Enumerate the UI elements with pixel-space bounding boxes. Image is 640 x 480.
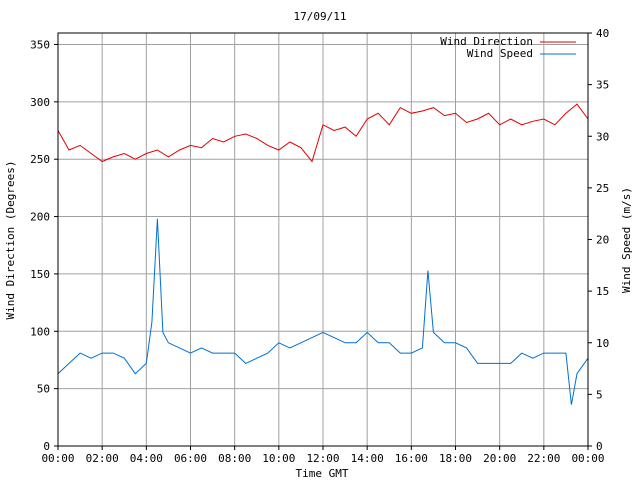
- plot-frame: [57, 32, 589, 447]
- series-lines: [57, 103, 589, 405]
- x-tick-label: 22:00: [527, 452, 560, 465]
- y-right-tick-label: 35: [596, 79, 609, 92]
- y-left-tick-label: 150: [30, 268, 50, 281]
- x-tick-label: 00:00: [41, 452, 74, 465]
- x-tick-label: 18:00: [439, 452, 472, 465]
- x-tick-label: 16:00: [395, 452, 428, 465]
- x-tick-label: 02:00: [86, 452, 119, 465]
- y-left-tick-label: 0: [43, 440, 50, 453]
- y-left-tick-label: 300: [30, 96, 50, 109]
- legend-label-direction: Wind Direction: [440, 35, 533, 48]
- y-left-tick-label: 200: [30, 211, 50, 224]
- chart-title: 17/09/11: [294, 10, 347, 23]
- legend: Wind Direction Wind Speed: [440, 35, 576, 60]
- x-tick-label: 14:00: [351, 452, 384, 465]
- x-tick-label: 12:00: [306, 452, 339, 465]
- x-tick-label: 06:00: [174, 452, 207, 465]
- legend-label-speed: Wind Speed: [467, 47, 533, 60]
- y-left-tick-label: 250: [30, 153, 50, 166]
- y-right-tick-label: 30: [596, 130, 609, 143]
- y-right-tick-label: 20: [596, 234, 609, 247]
- x-axis-label: Time GMT: [296, 467, 349, 480]
- y-left-tick-label: 350: [30, 38, 50, 51]
- y-left-tick-label: 50: [37, 383, 50, 396]
- y-right-tick-label: 10: [596, 337, 609, 350]
- x-tick-label: 00:00: [571, 452, 604, 465]
- y-right-tick-label: 15: [596, 285, 609, 298]
- grid: [58, 33, 588, 446]
- y-right-tick-label: 40: [596, 27, 609, 40]
- x-tick-label: 10:00: [262, 452, 295, 465]
- y-right-axis-label: Wind Speed (m/s): [620, 187, 633, 293]
- y-left-tick-label: 100: [30, 325, 50, 338]
- x-tick-label: 08:00: [218, 452, 251, 465]
- x-tick-label: 04:00: [130, 452, 163, 465]
- series-line-wind-speed: [57, 218, 589, 405]
- x-tick-label: 20:00: [483, 452, 516, 465]
- axes: 00:00 02:00 04:00 06:00 08:00 10:00 12:00 14:00…: [30, 27, 609, 465]
- y-left-axis-label: Wind Direction (Degrees): [4, 161, 17, 320]
- series-line-wind-direction: [57, 103, 589, 163]
- y-right-tick-label: 25: [596, 182, 609, 195]
- y-right-tick-label: 0: [596, 440, 603, 453]
- y-right-tick-label: 5: [596, 388, 603, 401]
